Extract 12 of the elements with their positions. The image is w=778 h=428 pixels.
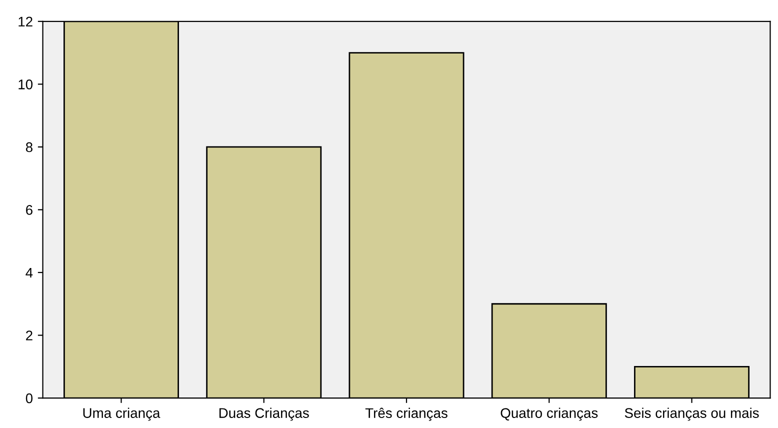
x-tick-label: Seis crianças ou mais	[624, 408, 759, 421]
y-tick-label: 12	[18, 16, 32, 26]
y-tick-label: 4	[26, 268, 33, 278]
y-tick-label: 0	[26, 393, 33, 404]
x-tick-label: Duas Crianças	[219, 408, 309, 421]
x-tick-label: Uma criança	[83, 408, 160, 421]
x-tick-label: Quatro crianças	[500, 408, 598, 421]
y-tick-label: 2	[26, 330, 32, 340]
x-tick-label: Três crianças	[365, 408, 448, 421]
y-tick-label: 6	[26, 205, 32, 215]
y-tick-label: 8	[26, 142, 32, 152]
y-tick-label: 10	[18, 80, 33, 90]
